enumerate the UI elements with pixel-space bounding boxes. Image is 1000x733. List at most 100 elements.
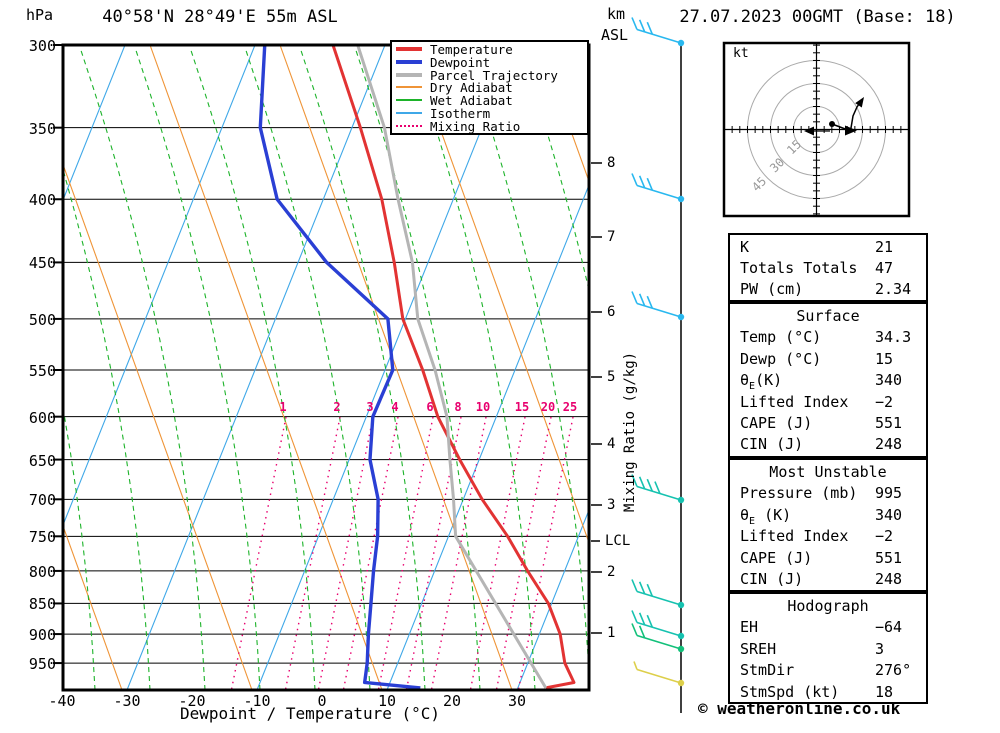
table-row-label: Lifted Index xyxy=(740,527,849,546)
lcl-label: LCL xyxy=(605,533,631,549)
table-row-value: 3 xyxy=(875,639,885,658)
table-row-value: 248 xyxy=(875,435,903,454)
table-row: θE (K) 340 xyxy=(730,505,926,527)
table-row: StmDir 276° xyxy=(730,660,926,681)
legend-item: Dry Adiabat xyxy=(392,80,587,96)
pressure-tick-label: 350 xyxy=(28,119,56,138)
table-row-label: Totals Totals xyxy=(740,259,858,277)
table-box-indices: K 21 Totals Totals 47 PW (cm) 2.34 xyxy=(728,233,928,302)
table-row-value: 15 xyxy=(875,349,894,368)
table-row-label: θE(K) xyxy=(740,371,783,393)
pressure-tick-label: 850 xyxy=(28,595,56,614)
table-row-value: −64 xyxy=(875,618,903,637)
model-run-datetime: 27.07.2023 00GMT (Base: 18) xyxy=(679,7,956,27)
km-tick-label: 7 xyxy=(607,229,616,245)
table-row-value: −2 xyxy=(875,527,894,546)
table-row-value: 34.3 xyxy=(875,328,912,347)
table-row-value: 21 xyxy=(875,238,894,256)
table-row: Temp (°C) 34.3 xyxy=(730,327,926,348)
table-row: θE(K) 340 xyxy=(730,370,926,393)
legend-line-sample xyxy=(396,72,422,77)
table-row: CAPE (J) 551 xyxy=(730,548,926,569)
table-box-surface: Surface Temp (°C) 34.3 Dewp (°C) 15 θE(K) 340 L… xyxy=(728,302,928,458)
temperature-tick-label: 20 xyxy=(442,692,462,710)
legend-item: Dewpoint xyxy=(392,56,587,70)
table-row: CAPE (J) 551 xyxy=(730,413,926,434)
legend-line-sample xyxy=(396,99,422,102)
table-row: CIN (J) 248 xyxy=(730,434,926,455)
wind-barb xyxy=(631,623,685,653)
table-row: Dewp (°C) 15 xyxy=(730,349,926,370)
legend-line-sample xyxy=(396,111,422,114)
legend-item: Parcel Trajectory xyxy=(392,67,587,83)
table-section-title: Surface xyxy=(796,307,860,325)
wind-barb xyxy=(631,173,685,203)
km-tick-label: 3 xyxy=(607,497,616,513)
pressure-tick-label: 900 xyxy=(28,626,56,645)
pressure-tick-label: 300 xyxy=(28,37,56,55)
wind-barb xyxy=(631,579,685,609)
temperature-tick-label: -20 xyxy=(178,692,206,710)
mixing-ratio-value-label: 20 xyxy=(540,400,556,414)
table-row-label: StmDir xyxy=(740,661,795,680)
table-row-value: 248 xyxy=(875,569,903,588)
mixing-ratio-value-label: 15 xyxy=(514,400,530,414)
mixing-ratio-value-label: 6 xyxy=(426,400,434,414)
wind-barb xyxy=(631,610,685,640)
table-row-value: 340 xyxy=(875,371,903,390)
wind-barb xyxy=(633,661,685,687)
pressure-tick-label: 550 xyxy=(28,362,56,380)
mixing-ratio-value-label: 2 xyxy=(333,400,341,414)
mixing-ratio-value-label: 10 xyxy=(475,400,491,414)
legend-item-label: Parcel Trajectory xyxy=(430,67,558,83)
table-row-value: 551 xyxy=(875,548,903,567)
table-row: SREH 3 xyxy=(730,639,926,660)
pressure-tick-label: 750 xyxy=(28,528,56,547)
table-row: Totals Totals 47 xyxy=(730,258,926,279)
pressure-tick-label: 600 xyxy=(28,408,56,427)
legend-item-label: Temperature xyxy=(430,42,513,57)
legend-item: Mixing Ratio xyxy=(392,120,587,134)
km-tick-label: 1 xyxy=(607,625,616,641)
table-row: K 21 xyxy=(730,237,926,258)
table-row-value: 2.34 xyxy=(875,280,912,298)
legend-line-sample xyxy=(396,47,422,51)
pressure-tick-label: 800 xyxy=(28,562,56,581)
legend-item-label: Dry Adiabat xyxy=(430,80,513,96)
chart-title: 40°58'N 28°49'E 55m ASL xyxy=(102,7,338,27)
table-section-title: Hodograph xyxy=(787,597,869,615)
table-row: StmSpd (kt) 18 xyxy=(730,682,926,703)
table-row-value: 995 xyxy=(875,484,903,503)
temperature-tick-label: 0 xyxy=(317,692,327,710)
altitude-axis-unit-asl: ASL xyxy=(601,26,629,44)
hodograph-unit-label: kt xyxy=(733,46,749,61)
wind-barb xyxy=(631,474,685,504)
legend-line-sample xyxy=(396,86,422,89)
mixing-ratio-value-label: 8 xyxy=(454,400,462,414)
table-row-value: 18 xyxy=(875,682,894,701)
pressure-tick-label: 500 xyxy=(28,310,56,329)
table-row-label: SREH xyxy=(740,639,777,658)
wind-barb xyxy=(631,291,685,321)
table-row: EH −64 xyxy=(730,617,926,638)
pressure-tick-label: 400 xyxy=(28,191,56,210)
table-row: Lifted Index −2 xyxy=(730,526,926,547)
mixing-ratio-axis-label: Mixing Ratio (g/kg) xyxy=(622,351,638,513)
table-row: CIN (J) 248 xyxy=(730,569,926,590)
km-tick-label: 4 xyxy=(607,436,616,452)
table-row-label: Lifted Index xyxy=(740,392,849,411)
curve-dewpoint xyxy=(258,45,421,690)
temperature-tick-label: 30 xyxy=(507,692,527,710)
table-row-label: θE (K) xyxy=(740,505,792,527)
table-row-label: CIN (J) xyxy=(740,435,804,454)
legend-item: Wet Adiabat xyxy=(392,94,587,108)
pressure-tick-label: 700 xyxy=(28,491,56,510)
table-box-hodograph: Hodograph EH −64 SREH 3 StmDir 276° StmSpd (kt)… xyxy=(728,592,928,704)
mixing-ratio-value-label: 25 xyxy=(562,400,578,414)
legend-line-sample xyxy=(396,124,422,127)
table-row: Lifted Index −2 xyxy=(730,392,926,413)
mixing-ratio-value-label: 3 xyxy=(366,400,374,414)
table-row-value: 551 xyxy=(875,413,903,432)
table-row-label: PW (cm) xyxy=(740,280,804,298)
